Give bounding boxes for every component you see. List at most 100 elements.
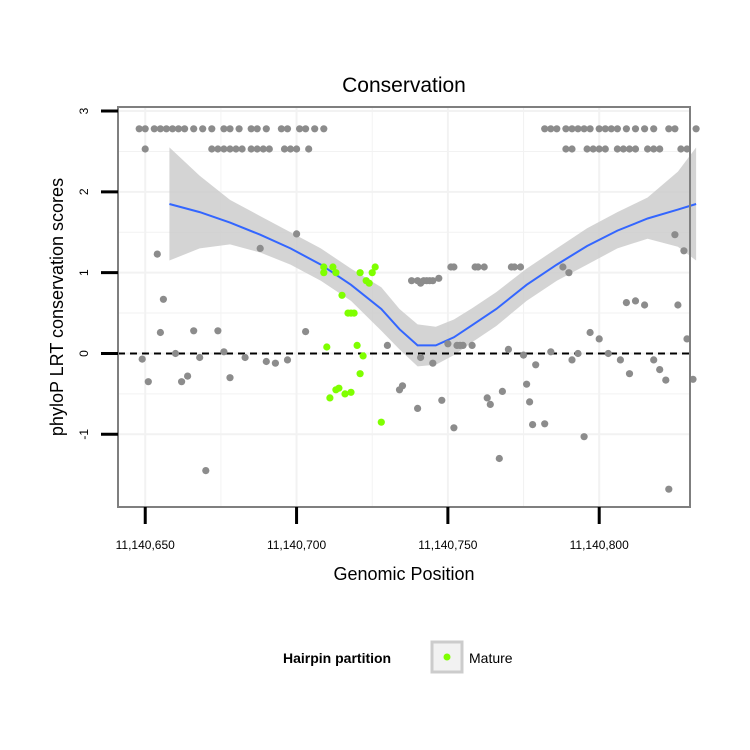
other-point-46 — [190, 327, 198, 335]
other-point-13 — [235, 125, 243, 133]
other-point-101 — [565, 269, 573, 277]
points-layer — [135, 125, 700, 493]
x-tick-label-2: 11,140,750 — [418, 538, 477, 552]
other-point-48 — [202, 467, 210, 475]
other-point-147 — [613, 145, 622, 153]
mature-point-7 — [350, 309, 358, 317]
other-point-95 — [526, 398, 534, 406]
mature-point-0 — [320, 263, 328, 271]
other-point-28 — [232, 145, 240, 153]
other-point-137 — [650, 125, 658, 133]
mature-point-3 — [332, 269, 340, 277]
other-point-125 — [562, 125, 570, 133]
other-point-117 — [674, 301, 682, 309]
other-point-8 — [190, 125, 198, 133]
legend-key-mature-dot — [443, 653, 451, 661]
other-point-10 — [208, 125, 216, 133]
other-point-56 — [283, 356, 292, 364]
other-point-124 — [553, 125, 561, 133]
other-point-91 — [510, 263, 519, 271]
other-point-118 — [680, 247, 688, 255]
y-axis-label: phyloP LRT conservation scores — [47, 178, 67, 436]
other-point-92 — [516, 263, 525, 271]
other-point-155 — [683, 145, 691, 153]
other-point-80 — [459, 341, 467, 349]
other-point-21 — [311, 125, 319, 133]
other-point-57 — [293, 230, 301, 238]
x-axis-label: Genomic Position — [333, 564, 474, 584]
other-point-17 — [277, 125, 285, 133]
other-point-94 — [523, 380, 531, 388]
other-point-134 — [622, 125, 631, 133]
mature-point-13 — [371, 263, 379, 271]
other-point-128 — [580, 125, 588, 133]
other-point-108 — [616, 356, 625, 364]
other-point-62 — [408, 277, 416, 285]
other-point-1 — [141, 125, 149, 133]
other-point-99 — [547, 348, 555, 356]
other-point-89 — [504, 345, 512, 353]
other-point-138 — [665, 125, 673, 133]
other-point-14 — [247, 125, 255, 133]
mature-point-8 — [353, 341, 361, 349]
other-point-140 — [692, 125, 700, 133]
mature-point-12 — [368, 269, 376, 277]
mature-point-14 — [323, 343, 331, 351]
mature-point-4 — [338, 291, 346, 299]
other-point-68 — [429, 277, 437, 285]
other-point-38 — [153, 250, 161, 258]
other-point-139 — [671, 125, 679, 133]
mature-point-18 — [341, 390, 349, 398]
other-point-97 — [532, 361, 540, 369]
other-point-116 — [671, 231, 679, 239]
other-point-127 — [574, 125, 582, 133]
legend-label-mature: Mature — [469, 650, 513, 666]
other-point-51 — [226, 374, 234, 382]
other-point-146 — [601, 145, 609, 153]
other-point-88 — [498, 387, 506, 395]
other-point-136 — [641, 125, 649, 133]
other-point-81 — [468, 341, 476, 349]
other-point-141 — [562, 145, 570, 153]
other-point-34 — [280, 145, 289, 153]
other-point-87 — [495, 454, 503, 463]
other-point-58 — [302, 328, 310, 336]
other-point-22 — [320, 125, 328, 133]
other-point-61 — [398, 382, 407, 390]
mature-point-9 — [356, 269, 364, 277]
other-point-112 — [641, 301, 649, 309]
other-point-49 — [214, 327, 222, 335]
other-point-111 — [631, 297, 640, 305]
other-point-47 — [196, 353, 204, 362]
other-point-105 — [586, 328, 594, 337]
other-point-98 — [541, 420, 549, 428]
other-point-42 — [156, 328, 164, 337]
other-point-100 — [559, 263, 567, 271]
other-point-3 — [156, 125, 164, 133]
mature-point-20 — [359, 352, 367, 360]
other-point-122 — [541, 125, 549, 133]
other-point-39 — [159, 295, 167, 303]
other-point-35 — [286, 145, 295, 153]
other-point-15 — [253, 125, 261, 133]
other-point-40 — [138, 355, 146, 363]
other-point-18 — [283, 125, 292, 133]
confidence-ribbon — [169, 147, 697, 367]
other-point-152 — [650, 145, 658, 153]
other-point-106 — [595, 335, 603, 343]
mature-point-21 — [356, 370, 364, 378]
other-point-5 — [168, 125, 177, 133]
other-point-41 — [144, 378, 152, 386]
other-point-25 — [214, 145, 222, 153]
legend-title: Hairpin partition — [283, 650, 391, 666]
other-point-113 — [650, 356, 658, 364]
other-point-83 — [474, 263, 482, 271]
other-point-6 — [174, 125, 183, 133]
x-axis: 11,140,650 11,140,700 11,140,750 11,140,800 — [116, 507, 629, 552]
other-point-26 — [220, 145, 228, 153]
other-point-32 — [259, 145, 267, 153]
other-point-126 — [568, 125, 576, 133]
x-tick-label-3: 11,140,800 — [570, 538, 629, 552]
y-tick-label-4: 3 — [77, 107, 91, 114]
